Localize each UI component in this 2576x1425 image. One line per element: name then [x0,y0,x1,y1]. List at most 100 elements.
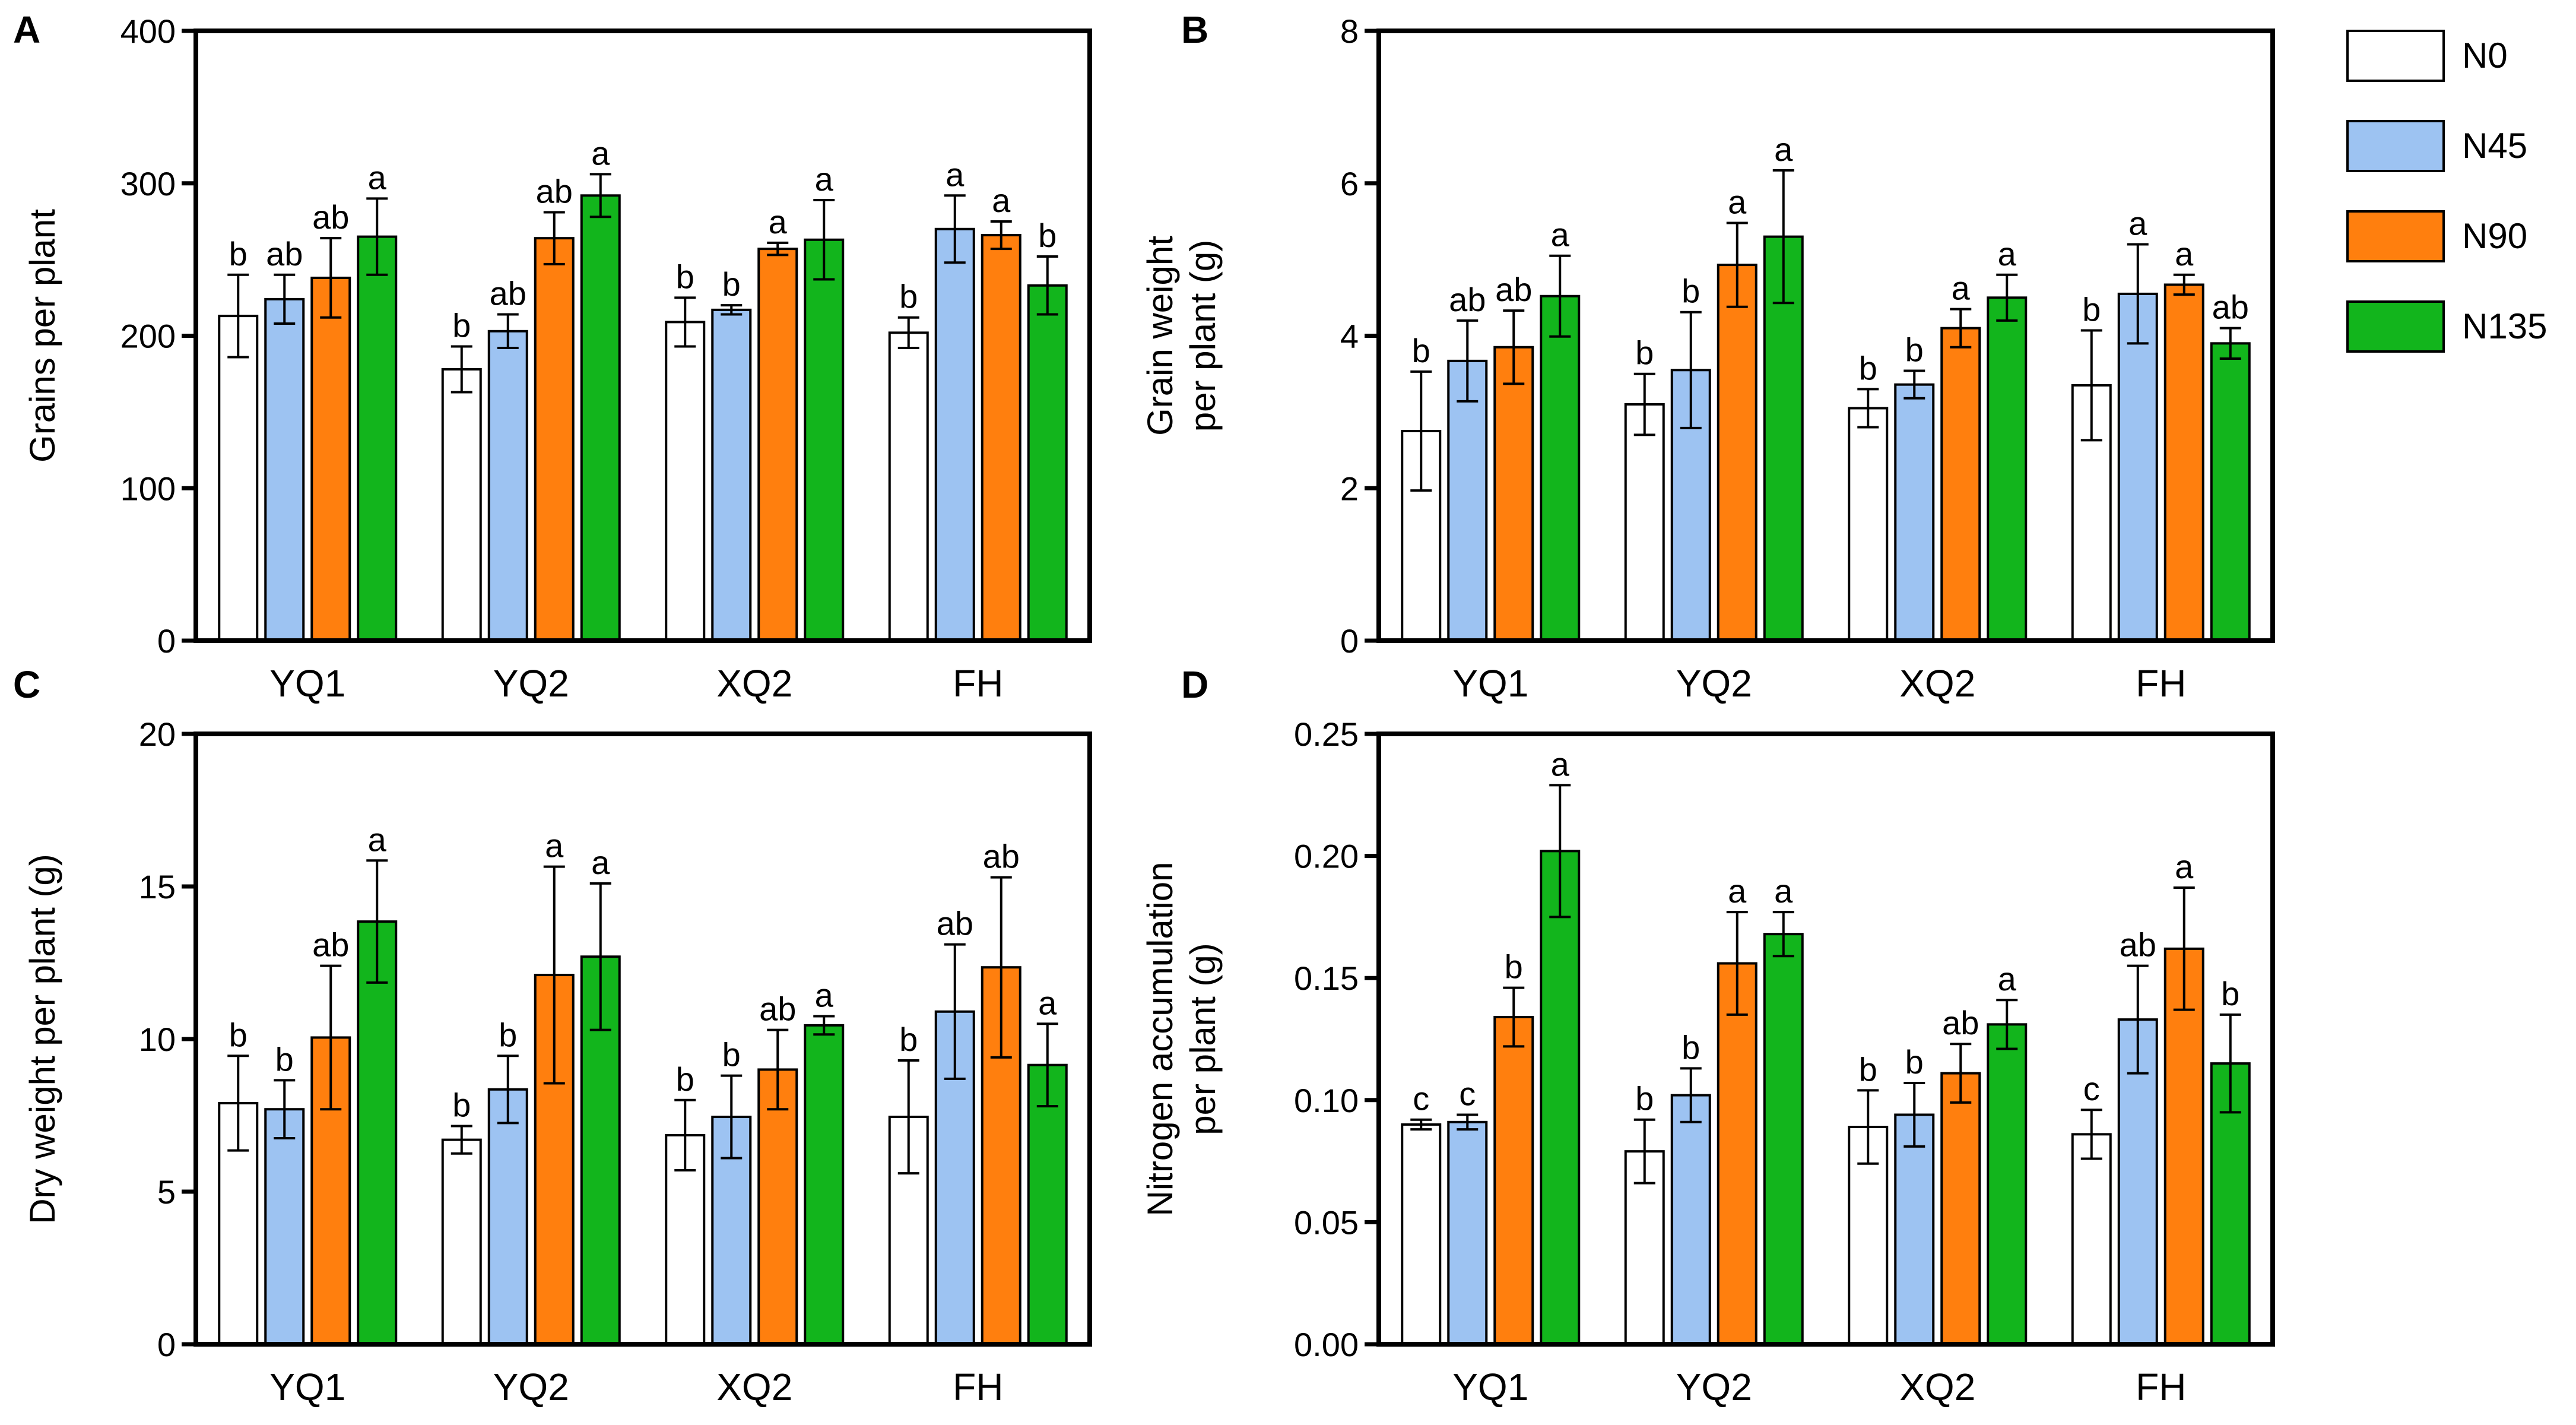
significance-label: b [1682,1028,1700,1066]
y-axis-title-line: Nitrogen accumulation [1140,862,1180,1217]
y-axis-title-line: Grain weight [1140,236,1180,436]
bar-n45 [264,297,305,642]
bar-n90 [1493,346,1534,642]
bar-n45 [264,1108,305,1345]
significance-label: a [769,203,788,240]
significance-label: a [545,827,564,864]
legend: N0 N45 N90 N135 [2346,30,2547,353]
significance-label: b [229,1016,248,1053]
panel-letter: A [13,8,40,51]
x-category-label: FH [953,1366,1003,1408]
significance-label: b [676,1060,694,1098]
bar-n0 [441,368,482,642]
x-category-label: FH [2136,662,2186,705]
y-tick-label: 2 [1340,470,1359,507]
bar-n45 [2117,292,2158,642]
x-category-label: XQ2 [716,1366,792,1408]
bar-n135 [2210,342,2251,642]
y-axis-title: Grain weightper plant (g) [1140,236,1223,436]
y-tick-label: 0.20 [1294,838,1359,875]
panel-letter: D [1181,663,1208,706]
y-tick-label: 0.25 [1294,715,1359,753]
bar-n45 [1894,1113,1935,1346]
bar-n90 [1717,264,1757,642]
significance-label: b [722,1036,741,1074]
plot-frame [193,732,1092,1347]
significance-label: a [368,821,387,858]
bar-n90 [757,248,798,642]
significance-label: a [1952,270,1971,307]
y-tick-label: 200 [120,318,176,355]
x-category-label: YQ1 [269,662,345,705]
y-axis-title-line: Dry weight per plant (g) [23,854,62,1224]
plot-frame [1376,28,2275,643]
y-tick-label: 0.05 [1294,1204,1359,1241]
bar-n0 [1401,1123,1442,1346]
plot-frame [1376,732,2275,1347]
bar-n135 [1027,284,1068,642]
y-tick-label: 8 [1340,12,1359,50]
y-tick-label: 0 [157,1326,176,1363]
bar-n90 [1493,1015,1534,1345]
significance-label: b [1905,1043,1924,1081]
legend-item-n0: N0 [2346,30,2508,82]
legend-swatch [2346,300,2445,353]
significance-label: ab [1942,1004,1979,1041]
y-tick-label: 20 [139,715,176,753]
significance-label: b [1859,349,1877,387]
bar-n45 [487,1088,528,1346]
bar-n135 [1540,294,1581,642]
legend-swatch [2346,30,2445,82]
x-category-label: XQ2 [1899,1366,1975,1408]
bar-n135 [357,920,398,1345]
significance-label: a [1728,183,1747,221]
bar-n45 [1894,383,1935,642]
significance-label: b [2221,975,2239,1012]
x-category-label: YQ2 [1676,1366,1752,1408]
significance-label: b [676,258,694,295]
y-axis-title-line: Grains per plant [23,209,62,463]
significance-label: ab [536,173,573,210]
bar-n0 [888,331,929,642]
y-tick-label: 300 [120,165,176,202]
y-axis-title-line: per plant (g) [1183,943,1223,1135]
significance-label: ab [1495,271,1532,308]
significance-label: ab [937,905,973,942]
legend-item-n135: N135 [2346,300,2547,353]
plot-frame [193,28,1092,643]
significance-label: c [1413,1080,1429,1117]
y-tick-label: 4 [1340,318,1359,355]
y-tick-label: 0.10 [1294,1082,1359,1119]
bar-n0 [441,1138,482,1345]
significance-label: b [899,1021,918,1058]
bar-n45 [934,227,975,642]
significance-label: a [1551,216,1570,254]
significance-label: b [452,306,471,344]
bar-n90 [534,237,575,642]
panel-letter: B [1181,8,1208,51]
x-category-label: YQ2 [1676,662,1752,705]
significance-label: ab [759,990,796,1028]
bar-n135 [1763,933,1804,1345]
bar-n135 [580,194,621,642]
significance-label: c [1459,1075,1476,1112]
significance-label: b [1505,948,1523,986]
legend-swatch [2346,210,2445,262]
significance-label: ab [490,275,526,312]
significance-label: b [229,235,248,273]
y-tick-label: 400 [120,12,176,50]
legend-label: N90 [2462,216,2527,256]
significance-label: b [1905,331,1924,369]
bar-n135 [1987,296,2028,642]
significance-label: a [2175,235,2194,273]
significance-label: b [1635,334,1654,372]
bar-n135 [357,235,398,642]
legend-item-n45: N45 [2346,120,2527,172]
significance-label: a [815,160,834,198]
bar-n135 [1987,1023,2028,1345]
bar-n0 [1624,403,1665,642]
significance-label: b [1635,1080,1654,1117]
